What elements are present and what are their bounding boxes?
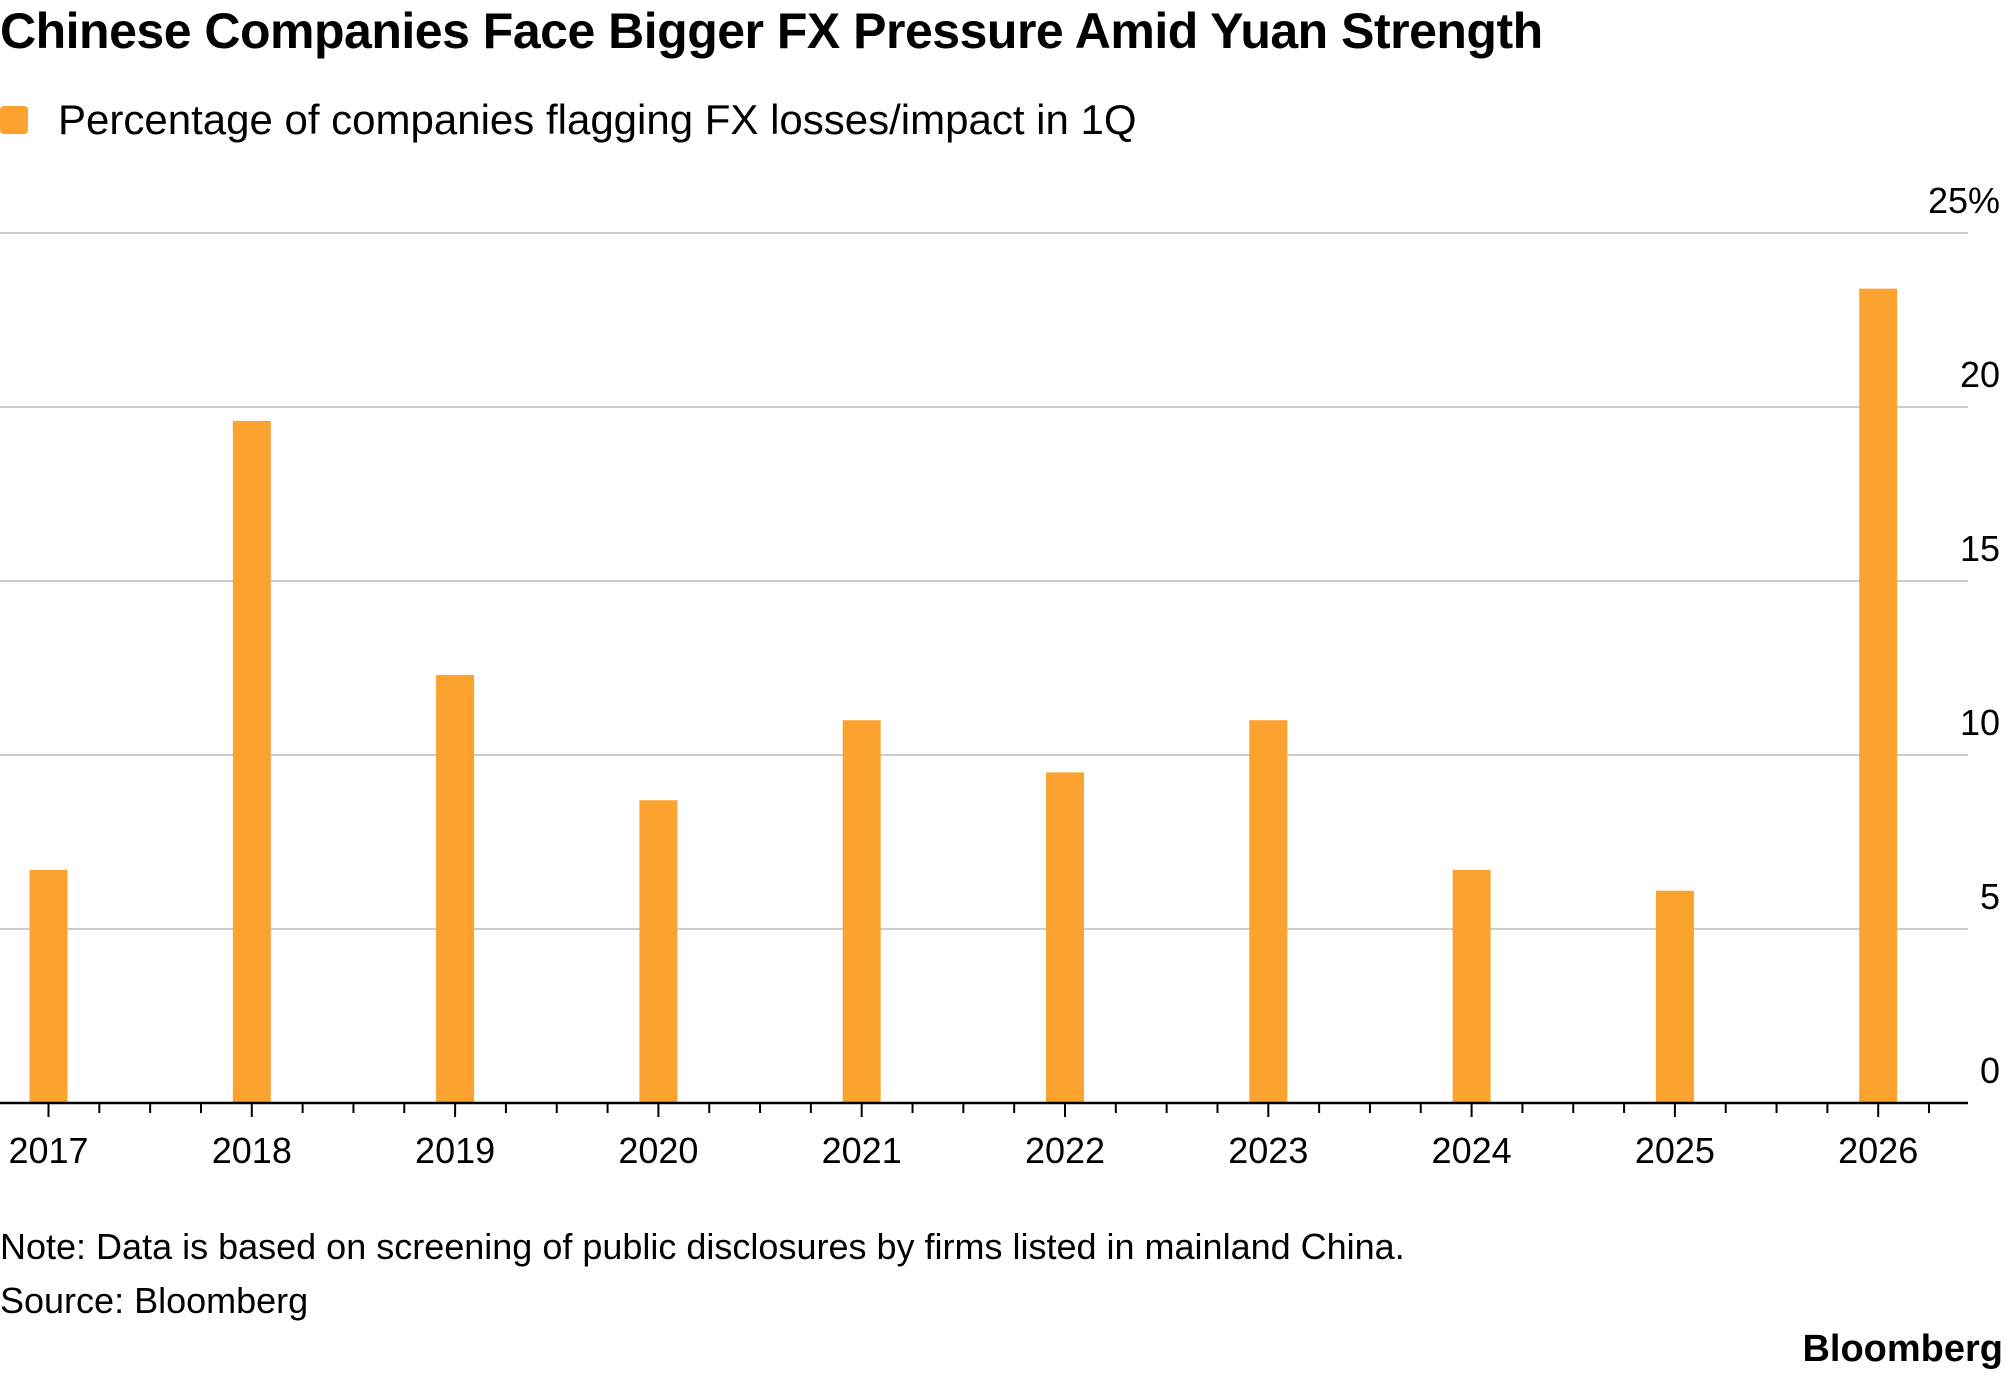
footnote: Note: Data is based on screening of publ… xyxy=(0,1226,1405,1267)
bar-2025 xyxy=(1655,890,1694,1103)
x-tick-label-2019: 2019 xyxy=(415,1130,495,1171)
x-tick-label-2020: 2020 xyxy=(618,1130,698,1171)
bar-2024 xyxy=(1452,869,1491,1103)
y-tick-label-10: 10 xyxy=(1960,702,2000,743)
x-axis-labels: 2017 2018 2019 2020 2021 2022 2023 2024 2025 2026 xyxy=(8,1130,1918,1171)
legend-swatch xyxy=(0,106,28,134)
y-tick-label-20: 20 xyxy=(1960,354,2000,395)
x-tick-label-2017: 2017 xyxy=(8,1130,88,1171)
bar-2017 xyxy=(29,869,68,1103)
x-tick-label-2018: 2018 xyxy=(212,1130,292,1171)
bar-2018 xyxy=(232,420,271,1103)
y-tick-label-25: 25% xyxy=(1928,180,2000,221)
legend-label: Percentage of companies flagging FX loss… xyxy=(58,96,1137,143)
bar-2020 xyxy=(639,800,678,1103)
y-tick-label-0: 0 xyxy=(1980,1050,2000,1091)
bar-2026 xyxy=(1859,288,1898,1103)
bar-chart: 0 5 10 15 20 25% 2017 2018 2019 2020 2021 2022 2023… xyxy=(0,180,2000,1171)
source-note: Source: Bloomberg xyxy=(0,1280,309,1321)
bar-2021 xyxy=(842,720,881,1103)
x-tick-label-2026: 2026 xyxy=(1838,1130,1918,1171)
brand-logo: Bloomberg xyxy=(1802,1328,2003,1370)
bar-2022 xyxy=(1046,772,1084,1103)
y-tick-label-5: 5 xyxy=(1980,876,2000,917)
x-tick-label-2021: 2021 xyxy=(822,1130,902,1171)
x-tick-label-2022: 2022 xyxy=(1025,1130,1105,1171)
y-tick-label-15: 15 xyxy=(1960,528,2000,569)
bar-2019 xyxy=(436,674,475,1103)
x-tick-label-2023: 2023 xyxy=(1228,1130,1308,1171)
x-tick-label-2025: 2025 xyxy=(1635,1130,1715,1171)
y-axis-labels: 0 5 10 15 20 25% xyxy=(1928,180,2000,1091)
legend: Percentage of companies flagging FX loss… xyxy=(0,96,1137,144)
bars xyxy=(29,288,1898,1103)
gridlines xyxy=(0,232,1968,930)
x-axis xyxy=(0,1101,1968,1117)
chart-title: Chinese Companies Face Bigger FX Pressur… xyxy=(0,3,1543,59)
bar-2023 xyxy=(1249,720,1288,1103)
x-tick-label-2024: 2024 xyxy=(1432,1130,1512,1171)
